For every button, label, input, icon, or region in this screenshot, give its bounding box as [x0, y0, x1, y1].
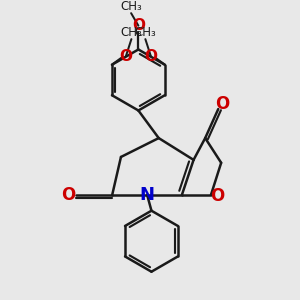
Text: CH₃: CH₃: [121, 26, 142, 39]
Text: O: O: [119, 49, 132, 64]
Text: O: O: [215, 95, 230, 113]
Text: CH₃: CH₃: [134, 26, 156, 39]
Text: CH₃: CH₃: [120, 0, 142, 13]
Text: O: O: [210, 187, 224, 205]
Text: O: O: [132, 18, 145, 33]
Text: O: O: [61, 186, 76, 204]
Text: N: N: [139, 186, 154, 204]
Text: O: O: [144, 49, 158, 64]
